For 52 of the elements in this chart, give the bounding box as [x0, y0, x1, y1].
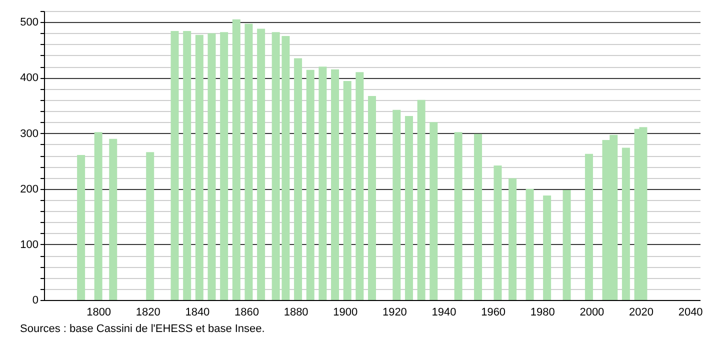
bar	[232, 19, 240, 300]
bar	[404, 116, 413, 300]
bar	[244, 24, 253, 300]
y-tick-label: 300	[20, 128, 38, 140]
x-tick-label: 2000	[580, 306, 604, 318]
bar	[306, 70, 314, 300]
bar	[454, 132, 462, 300]
y-tick-label: 200	[20, 183, 38, 196]
bar	[208, 33, 216, 300]
bar	[343, 81, 352, 300]
x-tick-label: 1920	[382, 306, 407, 318]
x-tick-label: 2040	[678, 306, 703, 318]
bar	[183, 31, 192, 300]
bar	[220, 32, 228, 300]
y-tick-label: 0	[32, 294, 38, 306]
bar	[526, 188, 534, 300]
x-tick-label: 2020	[629, 306, 654, 318]
bar	[430, 122, 438, 300]
x-tick-label: 1840	[185, 306, 210, 318]
bar	[417, 100, 426, 300]
bar	[368, 96, 376, 300]
bar	[294, 58, 302, 300]
bar	[508, 178, 517, 300]
y-tick-label: 400	[20, 72, 38, 84]
bar	[77, 154, 86, 300]
x-tick-label: 1860	[234, 306, 259, 318]
bar	[494, 166, 502, 300]
bar	[257, 28, 266, 300]
bar	[195, 34, 204, 300]
y-tick-label: 500	[20, 16, 38, 29]
bar	[146, 152, 154, 300]
bar	[356, 72, 364, 300]
bar	[622, 148, 630, 300]
x-tick-label: 1980	[530, 306, 555, 318]
bar	[331, 69, 340, 300]
bar	[392, 110, 401, 300]
x-tick-label: 1800	[86, 306, 112, 318]
x-tick-label: 1820	[136, 306, 160, 318]
bar	[318, 66, 327, 300]
bar	[584, 154, 593, 300]
x-tick-label: 1880	[284, 306, 308, 318]
source-note: Sources : base Cassini de l'EHESS et base Insee.	[20, 323, 265, 335]
x-tick-label: 1900	[333, 306, 358, 318]
y-tick-label: 100	[20, 238, 38, 251]
bar	[474, 134, 482, 300]
bar	[543, 196, 552, 300]
bar	[170, 31, 179, 300]
bar	[109, 138, 118, 300]
x-tick-label: 1940	[432, 306, 456, 318]
bar	[562, 190, 571, 300]
x-tick-label: 1960	[481, 306, 506, 318]
bar	[94, 132, 102, 300]
